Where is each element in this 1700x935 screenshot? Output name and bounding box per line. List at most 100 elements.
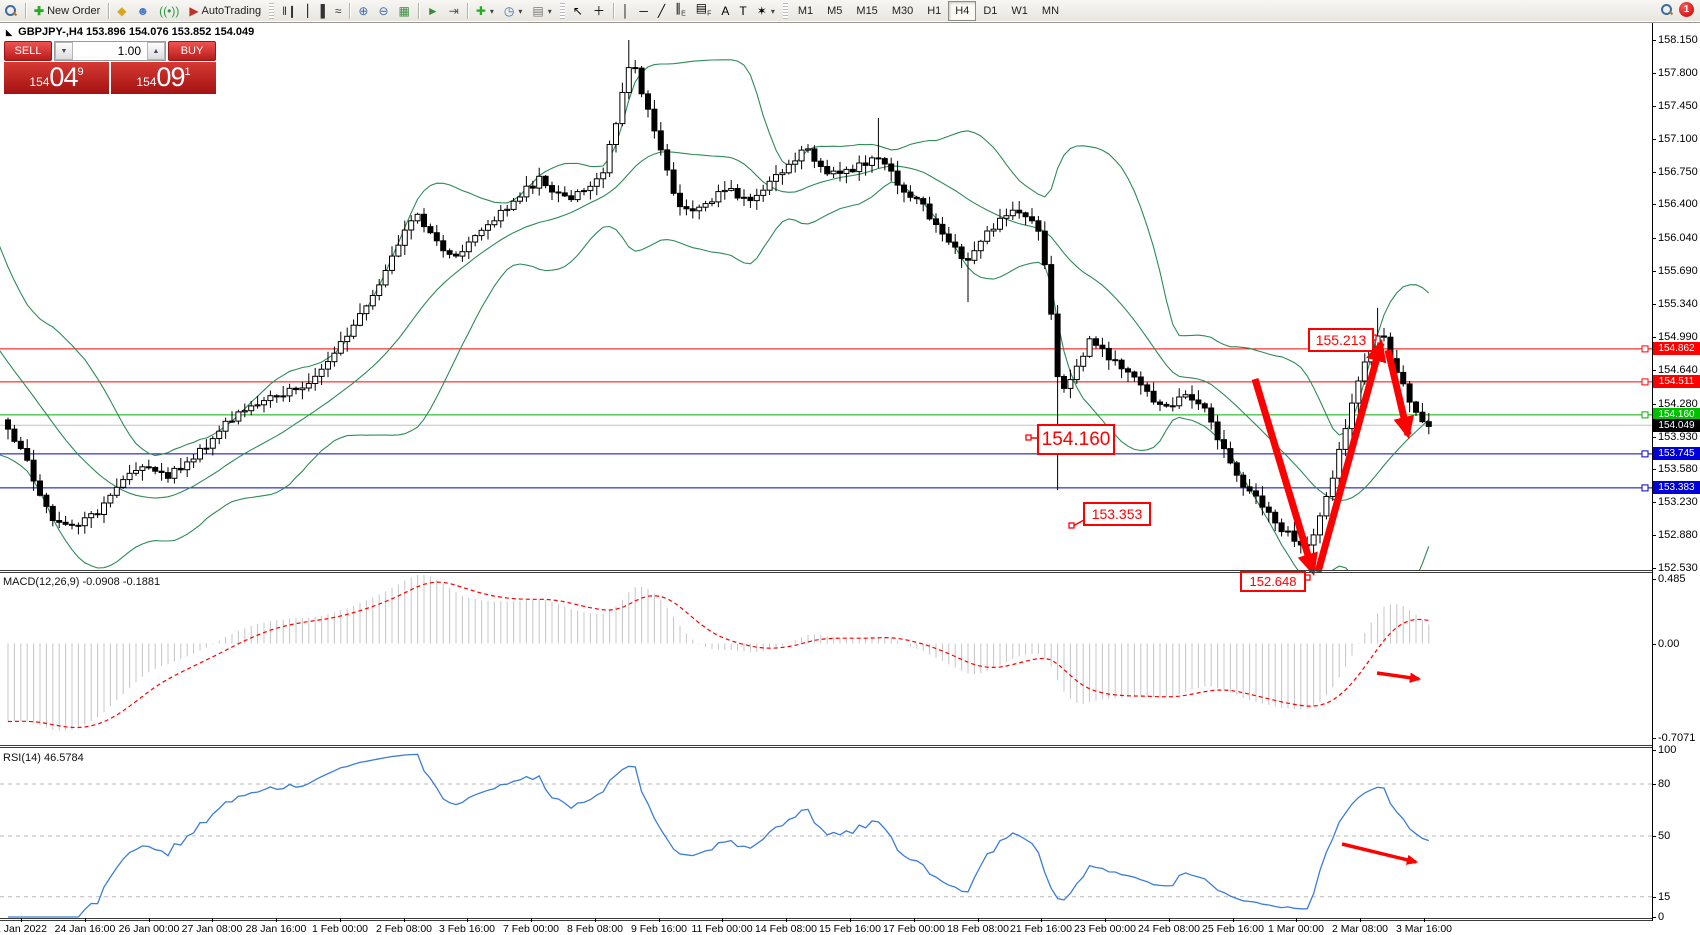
pane-separator-dates xyxy=(0,918,1652,919)
toolbar-new-order[interactable]: ✚ New Order xyxy=(29,0,105,22)
macd-label: MACD(12,26,9) -0.0908 -0.1881 xyxy=(3,576,161,588)
toolbar-tile-windows[interactable]: ▦ xyxy=(394,0,415,22)
toolbar-zoom-out[interactable]: ⊖ xyxy=(373,0,393,22)
chart-plot[interactable] xyxy=(0,23,1652,921)
label-154160[interactable]: 154.160 xyxy=(1037,424,1115,455)
candlesticks xyxy=(5,40,1432,557)
macd-axis-tick xyxy=(1652,644,1656,645)
volume-down-button[interactable]: ▼ xyxy=(55,42,73,60)
notification-badge[interactable]: 1 xyxy=(1679,2,1694,17)
price-axis-label: 157.450 xyxy=(1658,100,1698,112)
buy-price[interactable]: 154 09 1 xyxy=(111,62,216,94)
new-order-label: New Order xyxy=(47,5,101,17)
toolbar-trendline[interactable]: ╱ xyxy=(653,0,670,22)
date-axis-tick xyxy=(404,918,405,922)
price-axis-tick xyxy=(1652,172,1656,173)
toolbar-auto-scroll[interactable]: ► xyxy=(422,0,444,22)
window-icon: ◣ xyxy=(6,27,13,37)
buy-price-small: 154 xyxy=(136,75,157,89)
date-axis-tick xyxy=(212,918,213,922)
toolbar-metaeditor[interactable]: ◆ xyxy=(112,0,131,22)
toolbar-autotrading[interactable]: ▶ AutoTrading xyxy=(184,0,266,22)
toolbar-separator xyxy=(25,3,26,19)
buy-button[interactable]: BUY xyxy=(168,41,216,61)
toolbar-bar-chart[interactable]: ‖❙ xyxy=(277,0,302,22)
price-axis-tick xyxy=(1652,204,1656,205)
main-toolbar: ✚ New Order ◆ ☻ ((•)) ▶ AutoTrading ‖❙ ▏▐ ≈ ⊕ ⊖ ▦ ► ⇥ ✚… xyxy=(0,0,1700,23)
timeframe-m30[interactable]: M30 xyxy=(891,5,914,17)
signals-icon: ((•)) xyxy=(159,4,180,18)
toolbar-experts[interactable]: ☻ xyxy=(131,0,154,22)
toolbar-candle-chart[interactable]: ▏▐ xyxy=(302,0,330,22)
sell-price-big: 04 xyxy=(49,62,78,92)
price-axis-tick xyxy=(1652,271,1656,272)
chart-title: ◣ GBPJPY-,H4 153.896 154.076 153.852 154… xyxy=(6,26,254,38)
timeframe-mn[interactable]: MN xyxy=(1041,5,1060,17)
toolbar-cursor[interactable]: ↖ xyxy=(568,0,588,22)
toolbar-horizontal-line[interactable]: ─ xyxy=(634,0,653,22)
price-axis-label: 157.100 xyxy=(1658,133,1698,145)
volume-input[interactable]: 1.00 xyxy=(117,44,141,58)
label-153353[interactable]: 153.353 xyxy=(1083,502,1151,526)
timeframe-h4[interactable]: H4 xyxy=(948,1,977,21)
macd-indicator xyxy=(7,575,1430,731)
date-axis-label: 21 Feb 16:00 xyxy=(1010,923,1072,935)
toolbar-templates[interactable]: ▤ ▾ xyxy=(527,0,556,22)
text-label-icon: T xyxy=(739,4,747,18)
date-axis-label: 2 Mar 08:00 xyxy=(1331,923,1389,935)
timeframe-m1[interactable]: M1 xyxy=(797,5,814,17)
sell-price[interactable]: 154 04 9 xyxy=(4,62,109,94)
label-152648[interactable]: 152.648 xyxy=(1240,571,1306,592)
chevron-down-icon: ▾ xyxy=(770,6,775,16)
date-axis-label: 8 Feb 08:00 xyxy=(566,923,624,935)
toolbar-vertical-line[interactable]: │ xyxy=(617,0,635,22)
price-axis-tick xyxy=(1652,337,1656,338)
toolbar-indicators[interactable]: ✚ ▾ xyxy=(471,0,499,22)
date-axis-tick xyxy=(531,918,532,922)
date-axis-tick xyxy=(1105,918,1106,922)
toolbar-signals[interactable]: ((•)) xyxy=(154,0,184,22)
label-155213[interactable]: 155.213 xyxy=(1308,328,1374,352)
timeframe-m5[interactable]: M5 xyxy=(827,5,843,17)
toolbar-zoom-in[interactable]: ⊕ xyxy=(353,0,373,22)
toolbar-periods[interactable]: ◷ ▾ xyxy=(499,0,528,22)
toolbar-text[interactable]: A xyxy=(716,0,734,22)
search-icon[interactable] xyxy=(1661,3,1673,16)
zoom-in-icon: ⊕ xyxy=(358,4,369,18)
rsi-label: RSI(14) 46.5784 xyxy=(3,752,84,764)
toolbar-equidistant-channel[interactable]: ∥E xyxy=(670,0,691,22)
date-axis-label: 3 Feb 16:00 xyxy=(438,923,496,935)
toolbar-crosshair[interactable]: ＋ xyxy=(588,0,610,22)
sell-button[interactable]: SELL xyxy=(4,41,52,61)
timeframe-d1[interactable]: D1 xyxy=(983,5,998,17)
date-axis-tick xyxy=(1296,918,1297,922)
price-badge-154.862: 154.862 xyxy=(1653,342,1700,355)
toolbar-symbol-search-partial[interactable] xyxy=(0,0,22,22)
toolbar-fibonacci[interactable]: ▤F xyxy=(691,0,717,22)
chart-title-text: GBPJPY-,H4 153.896 154.076 153.852 154.0… xyxy=(18,26,255,38)
rsi-axis-tick xyxy=(1652,917,1656,918)
toolbar-text-label[interactable]: T xyxy=(734,0,751,22)
toolbar-grip xyxy=(782,3,788,19)
timeframe-w1[interactable]: W1 xyxy=(1011,5,1028,17)
volume-up-button[interactable]: ▲ xyxy=(147,42,165,60)
date-axis-label: 1 Mar 00:00 xyxy=(1267,923,1325,935)
tile-windows-icon: ▦ xyxy=(398,4,410,18)
buy-price-big: 09 xyxy=(156,62,185,92)
price-axis-tick xyxy=(1652,404,1656,405)
pane-separator-rsi[interactable] xyxy=(0,745,1652,746)
timeframe-m15[interactable]: M15 xyxy=(856,5,878,17)
toolbar-grip xyxy=(269,3,275,19)
horizontal-line-icon: ─ xyxy=(639,4,648,18)
toolbar-line-chart[interactable]: ≈ xyxy=(330,0,347,22)
date-axis-label: 9 Feb 16:00 xyxy=(630,923,688,935)
price-axis-tick xyxy=(1652,502,1656,503)
pane-separator-macd[interactable] xyxy=(0,570,1652,571)
toolbar-arrows-tool[interactable]: ✶ ▾ xyxy=(752,0,780,22)
price-axis-label: 152.530 xyxy=(1658,562,1698,574)
rsi-axis-label: 0 xyxy=(1658,911,1665,923)
toolbar-chart-shift[interactable]: ⇥ xyxy=(444,0,464,22)
date-axis-tick xyxy=(1360,918,1361,922)
date-axis-tick xyxy=(659,918,660,922)
timeframe-h1[interactable]: H1 xyxy=(927,5,942,17)
